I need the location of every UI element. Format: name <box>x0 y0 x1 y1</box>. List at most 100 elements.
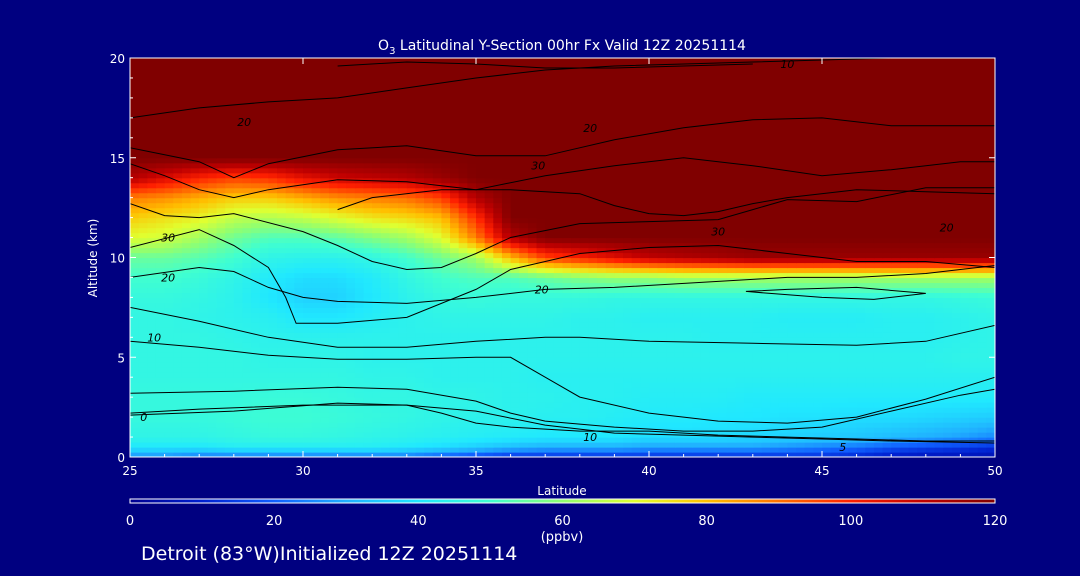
heat-cell <box>354 437 365 443</box>
heat-cell <box>527 287 538 294</box>
heat-cell <box>752 412 763 418</box>
heat-cell <box>328 347 339 353</box>
heat-cell <box>424 427 434 433</box>
heat-cell <box>683 287 693 294</box>
heat-cell <box>597 452 607 457</box>
heat-cell <box>398 377 408 383</box>
heat-cell <box>899 432 910 438</box>
heat-cell <box>138 242 148 249</box>
heat-cell <box>986 422 995 428</box>
heat-cell <box>536 327 546 333</box>
heat-cell <box>467 322 477 328</box>
heat-cell <box>891 392 901 398</box>
heat-cell <box>242 387 252 393</box>
heat-cell <box>891 452 901 457</box>
heat-cell <box>571 427 581 433</box>
heat-cell <box>155 297 166 303</box>
heat-cell <box>493 402 503 408</box>
heat-cell <box>770 362 780 368</box>
heat-cell <box>977 237 987 244</box>
heat-cell <box>752 317 763 323</box>
heat-cell <box>277 222 287 229</box>
heat-cell <box>692 222 702 229</box>
chart-title-prefix: O <box>378 38 389 54</box>
heat-cell <box>147 287 157 294</box>
heat-cell <box>735 292 745 298</box>
heat-cell <box>977 367 987 373</box>
heat-cell <box>216 222 226 229</box>
heat-cell <box>623 422 633 428</box>
heat-cell <box>173 307 183 313</box>
heat-cell <box>510 337 520 343</box>
heat-cell <box>813 292 823 298</box>
heat-cell <box>424 212 434 219</box>
heat-cell <box>839 227 849 234</box>
heat-cell <box>380 452 391 457</box>
heat-cell <box>328 282 339 289</box>
heat-cell <box>510 322 520 328</box>
heat-cell <box>934 247 944 254</box>
heat-cell <box>510 342 520 348</box>
heat-cell <box>796 362 806 368</box>
heat-cell <box>752 367 763 373</box>
heat-cell <box>623 342 633 348</box>
heat-cell <box>173 292 183 298</box>
heat-cell <box>908 302 918 308</box>
heat-cell <box>398 387 408 393</box>
heat-cell <box>804 312 814 318</box>
heat-cell <box>432 242 442 249</box>
heat-cell <box>372 282 382 289</box>
heat-cell <box>822 322 832 328</box>
heat-cell <box>822 357 832 363</box>
heat-cell <box>346 452 356 457</box>
heat-cell <box>709 257 719 264</box>
heat-cell <box>259 417 269 423</box>
heat-cell <box>303 282 313 289</box>
heat-cell <box>744 412 754 418</box>
heat-cell <box>398 267 408 274</box>
heat-cell <box>778 437 788 443</box>
heat-cell <box>225 237 235 244</box>
heat-cell <box>450 222 460 229</box>
heat-cell <box>389 452 399 457</box>
heat-cell <box>571 212 581 219</box>
heat-cell <box>735 337 745 343</box>
heat-cell <box>951 447 961 453</box>
heat-cell <box>649 297 659 303</box>
heat-cell <box>830 387 840 393</box>
heat-cell <box>303 397 313 403</box>
heat-cell <box>545 237 555 244</box>
heat-cell <box>450 317 460 323</box>
heat-cell <box>363 427 373 433</box>
heat-cell <box>839 347 849 353</box>
heat-cell <box>415 212 425 219</box>
heat-cell <box>233 227 244 234</box>
heat-cell <box>406 222 417 229</box>
heat-cell <box>943 437 953 443</box>
heat-cell <box>804 317 814 323</box>
heat-cell <box>553 407 564 413</box>
heat-cell <box>571 247 581 254</box>
heat-cell <box>501 222 512 229</box>
heat-cell <box>432 432 442 438</box>
heat-cell <box>700 237 711 244</box>
heat-cell <box>649 342 659 348</box>
heat-cell <box>657 292 667 298</box>
heat-cell <box>363 347 373 353</box>
heat-cell <box>233 307 244 313</box>
heat-cell <box>251 277 261 284</box>
heat-cell <box>519 382 529 388</box>
heat-cell <box>501 312 512 318</box>
heat-cell <box>216 372 226 378</box>
heat-cell <box>882 222 892 229</box>
heat-cell <box>873 307 884 313</box>
heat-cell <box>354 382 365 388</box>
heat-cell <box>744 307 754 313</box>
heat-cell <box>354 392 365 398</box>
heat-cell <box>510 392 520 398</box>
heat-cell <box>181 377 192 383</box>
heat-cell <box>493 232 503 239</box>
heat-cell <box>709 287 719 294</box>
heat-cell <box>908 342 918 348</box>
heat-cell <box>190 302 200 308</box>
